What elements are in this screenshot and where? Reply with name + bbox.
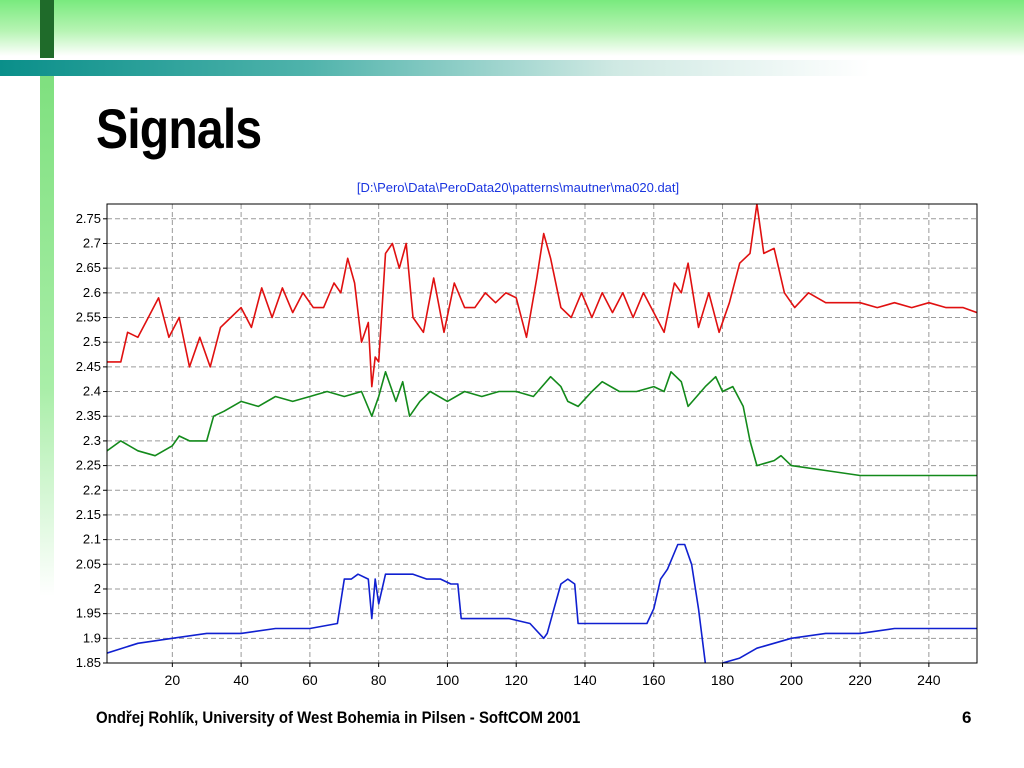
signal-chart-svg: [D:\Pero\Data\PeroData20\patterns\mautne… bbox=[76, 180, 978, 688]
series-line-3 bbox=[107, 543, 977, 663]
y-tick-label: 2.6 bbox=[83, 285, 101, 300]
x-tick-label: 80 bbox=[371, 672, 387, 688]
x-tick-label: 20 bbox=[165, 672, 181, 688]
y-tick-label: 2.2 bbox=[83, 482, 101, 497]
y-tick-label: 2 bbox=[94, 581, 101, 596]
accent-green-vertical-bar bbox=[40, 76, 54, 596]
footer-credit: Ondřej Rohlík, University of West Bohemi… bbox=[96, 708, 581, 727]
series-line-2 bbox=[107, 371, 977, 477]
y-tick-label: 2.75 bbox=[76, 211, 101, 226]
y-tick-label: 2.7 bbox=[83, 235, 101, 250]
y-tick-label: 2.15 bbox=[76, 507, 101, 522]
header-gradient-band bbox=[0, 0, 1024, 56]
x-tick-label: 60 bbox=[302, 672, 318, 688]
y-tick-label: 2.3 bbox=[83, 433, 101, 448]
x-tick-label: 200 bbox=[780, 672, 804, 688]
accent-teal-bar bbox=[0, 60, 1024, 76]
series-lines bbox=[107, 204, 977, 663]
x-tick-label: 180 bbox=[711, 672, 735, 688]
signal-chart: [D:\Pero\Data\PeroData20\patterns\mautne… bbox=[56, 172, 986, 697]
x-tick-label: 140 bbox=[573, 672, 597, 688]
y-tick-labels: 1.85 1.9 1.95 2 2.05 2.1 2.15 2.2 2.25 2.3 2.35 2.4… bbox=[76, 211, 101, 670]
x-tick-label: 40 bbox=[233, 672, 249, 688]
plot-frame bbox=[106, 203, 978, 664]
y-tick-label: 2.45 bbox=[76, 359, 101, 374]
y-tick-label: 1.9 bbox=[83, 630, 101, 645]
y-tick-label: 2.55 bbox=[76, 310, 101, 325]
grid-lines bbox=[103, 204, 977, 667]
accent-dark-square bbox=[40, 0, 54, 58]
y-tick-label: 1.85 bbox=[76, 655, 101, 670]
y-tick-label: 2.5 bbox=[83, 334, 101, 349]
x-tick-label: 100 bbox=[436, 672, 460, 688]
y-tick-label: 2.65 bbox=[76, 260, 101, 275]
y-tick-label: 2.4 bbox=[83, 384, 101, 399]
x-tick-label: 160 bbox=[642, 672, 666, 688]
x-tick-label: 240 bbox=[917, 672, 941, 688]
plot-area bbox=[106, 203, 978, 664]
chart-title: [D:\Pero\Data\PeroData20\patterns\mautne… bbox=[357, 180, 679, 195]
page-number: 6 bbox=[962, 708, 972, 727]
slide-title: Signals bbox=[96, 97, 262, 160]
x-tick-labels: 20 40 60 80 100 120 140 160 180 200 220 240 bbox=[165, 672, 941, 688]
series-line-1 bbox=[107, 204, 977, 388]
y-tick-label: 2.35 bbox=[76, 408, 101, 423]
y-tick-label: 2.1 bbox=[83, 532, 101, 547]
x-tick-label: 120 bbox=[505, 672, 529, 688]
y-tick-label: 2.05 bbox=[76, 556, 101, 571]
y-tick-label: 1.95 bbox=[76, 606, 101, 621]
x-tick-label: 220 bbox=[848, 672, 872, 688]
y-tick-label: 2.25 bbox=[76, 458, 101, 473]
